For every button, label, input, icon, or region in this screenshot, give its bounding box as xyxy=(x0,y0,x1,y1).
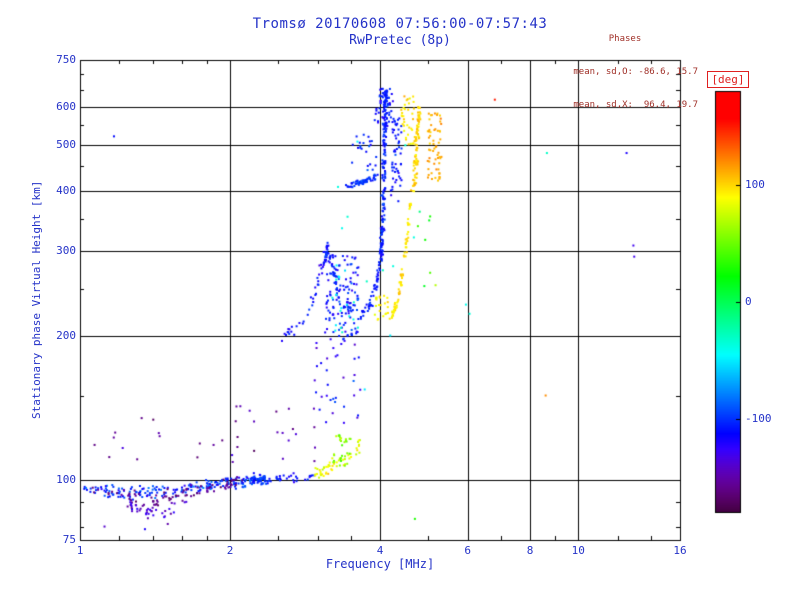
y-tick-label: 600 xyxy=(56,99,76,113)
x-tick-label: 4 xyxy=(376,544,384,557)
x-axis-label: Frequency [MHz] xyxy=(325,557,435,571)
phase-stats-mean-o: mean, sd,O: -86.6, 15.7 xyxy=(573,67,698,77)
y-tick-label: 200 xyxy=(56,328,76,342)
colorbar-tick-label: 100 xyxy=(745,178,765,192)
y-axis-label: Stationary phase Virtual Height [km] xyxy=(30,180,43,420)
phase-stats-header: Phases xyxy=(608,34,642,44)
y-tick-label: 300 xyxy=(56,244,76,257)
x-tick-label: 8 xyxy=(526,544,534,557)
x-tick-label: 6 xyxy=(464,544,472,557)
y-tick-label: 750 xyxy=(56,53,76,66)
colorbar-unit-label: [deg] xyxy=(707,71,749,88)
x-tick-label: 16 xyxy=(673,544,687,557)
y-tick-label: 100 xyxy=(56,473,76,487)
phase-stats-mean-x: mean, sd,X: 96.4, 19.7 xyxy=(573,100,698,110)
plot-subtitle: RwPretec (8p) xyxy=(349,33,451,48)
colorbar-tick-label: -100 xyxy=(745,411,772,425)
y-tick-label: 400 xyxy=(56,184,76,198)
x-tick-label: 2 xyxy=(226,544,234,557)
colorbar-tick-label: 0 xyxy=(745,295,752,308)
plot-title: Tromsø 20170608 07:56:00-07:57:43 xyxy=(252,16,548,32)
x-tick-label: 1 xyxy=(76,544,84,557)
phase-stats-block: Phases mean, sd,O: -86.6, 15.7 mean, sd,… xyxy=(552,12,698,133)
y-tick-label: 75 xyxy=(62,533,76,546)
x-tick-label: 10 xyxy=(571,544,585,557)
y-tick-label: 500 xyxy=(56,137,76,151)
